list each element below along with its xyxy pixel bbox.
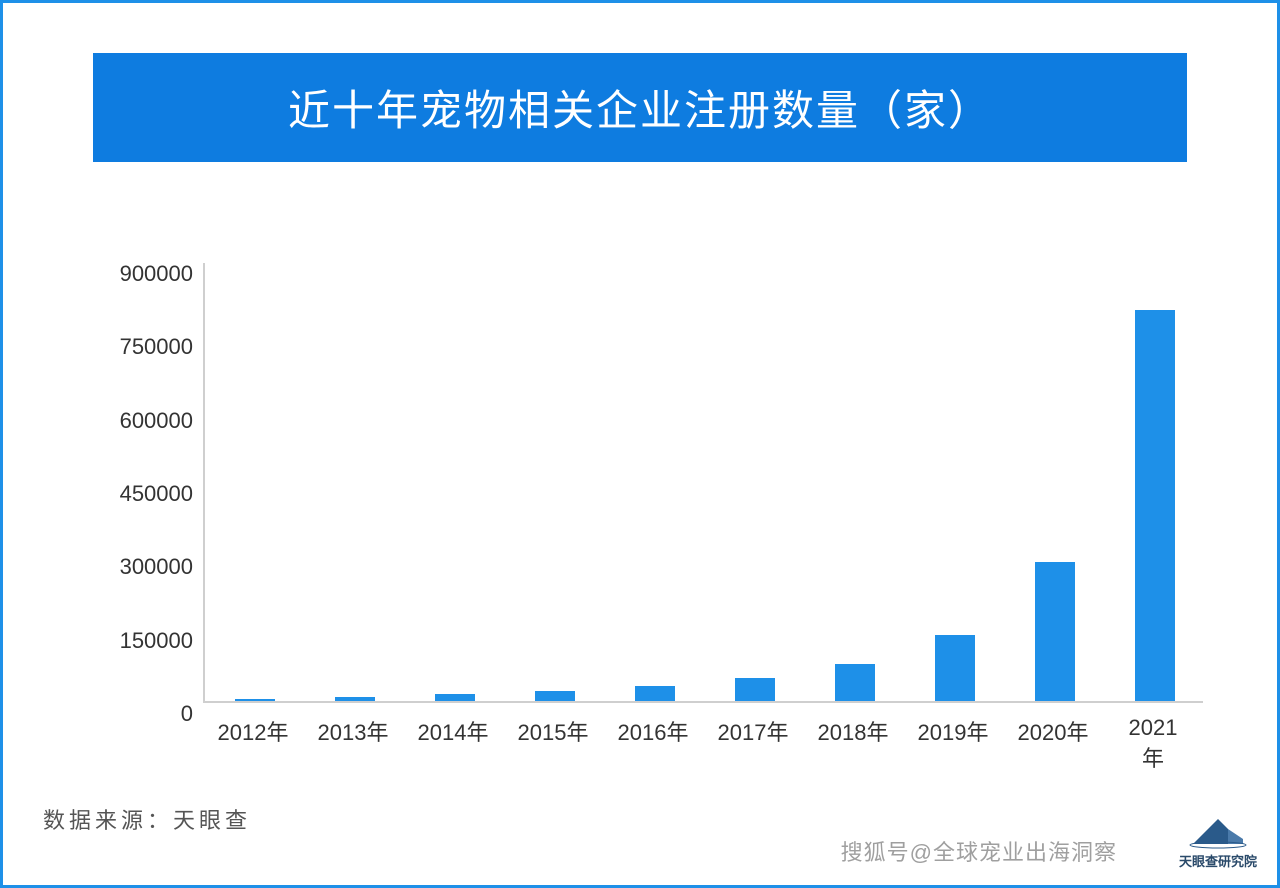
plot-region [203,263,1203,703]
y-tick-label: 450000 [103,481,193,507]
x-tick-label: 2018年 [818,715,889,747]
y-tick-label: 150000 [103,628,193,654]
bar [535,691,575,701]
x-tick-label: 2019年 [918,715,989,747]
x-tick-label: 2021年 [1128,715,1178,773]
chart-title: 近十年宠物相关企业注册数量（家） [93,77,1187,138]
bar [1135,310,1175,701]
y-tick-label: 900000 [103,261,193,287]
bar [435,694,475,701]
y-tick-label: 300000 [103,554,193,580]
logo-icon [1188,809,1248,849]
logo: 天眼查研究院 [1179,809,1257,870]
y-tick-label: 0 [103,701,193,727]
x-tick-label: 2014年 [418,715,489,747]
bar [735,678,775,701]
source-label: 数据来源：天眼查 [43,803,251,835]
x-tick-label: 2016年 [618,715,689,747]
x-tick-label: 2012年 [218,715,289,747]
x-tick-label: 2015年 [518,715,589,747]
logo-text: 天眼查研究院 [1179,851,1257,870]
bar [335,697,375,701]
bar [635,686,675,701]
chart-frame: 近十年宠物相关企业注册数量（家） 0 150000 300000 450000 6000… [0,0,1280,888]
bar [935,635,975,701]
bar [235,699,275,701]
x-tick-label: 2017年 [718,715,789,747]
x-tick-label: 2013年 [318,715,389,747]
y-tick-label: 750000 [103,334,193,360]
bar [1035,562,1075,701]
watermark: 搜狐号@全球宠业出海洞察 [841,835,1117,867]
bar [835,664,875,701]
chart-area: 0150000300000450000600000750000900000201… [103,263,1203,743]
title-bar: 近十年宠物相关企业注册数量（家） [93,53,1187,162]
x-tick-label: 2020年 [1018,715,1089,747]
y-tick-label: 600000 [103,408,193,434]
